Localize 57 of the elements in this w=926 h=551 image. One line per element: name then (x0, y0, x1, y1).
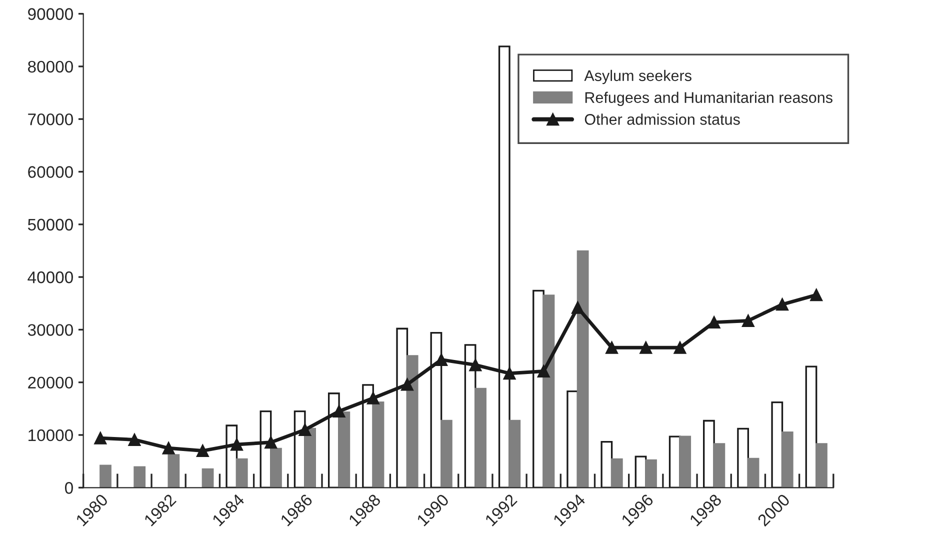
point (469, 358, 482, 372)
point (776, 298, 789, 311)
point (503, 367, 516, 380)
bar (679, 436, 692, 488)
legend-label: Asylum seekers (584, 70, 692, 84)
point (128, 433, 141, 446)
bar (781, 432, 794, 488)
y-tick-label: 70000 (28, 113, 73, 126)
point (742, 314, 754, 327)
point (366, 392, 380, 404)
y-tick-label: 0 (65, 482, 73, 494)
point (298, 423, 312, 436)
point (571, 301, 584, 314)
bar (168, 454, 180, 488)
y-tick-label: 10000 (28, 429, 73, 442)
legend-label: Other admission status (584, 114, 740, 125)
point (230, 438, 244, 451)
point (708, 316, 720, 329)
point (640, 341, 652, 354)
bar (508, 420, 521, 488)
bar (747, 458, 760, 488)
bar (304, 428, 316, 488)
legend-label: Refugees and Humanitarian reasons (585, 92, 832, 106)
bar (474, 388, 486, 488)
bar (406, 355, 418, 488)
bar (816, 443, 828, 488)
bar (372, 402, 384, 488)
bar (270, 448, 282, 488)
bar (610, 458, 623, 488)
y-tick-label: 20000 (28, 376, 73, 389)
bar (713, 443, 726, 488)
y-tick-label: 90000 (28, 8, 73, 20)
y-tick-label: 40000 (28, 271, 73, 284)
point (674, 341, 686, 354)
point (94, 432, 107, 444)
y-tick-label: 60000 (28, 166, 73, 178)
point (332, 405, 346, 418)
y-tick-label: 50000 (28, 218, 73, 231)
point (537, 365, 550, 378)
point (810, 288, 823, 302)
bar (202, 468, 214, 488)
y-tick-label: 80000 (28, 60, 73, 73)
point (435, 353, 448, 366)
point (606, 341, 618, 354)
bar (542, 294, 555, 488)
bar (576, 250, 589, 488)
bar (134, 466, 146, 488)
point (162, 442, 175, 454)
bar (236, 458, 248, 488)
bar (338, 412, 350, 488)
y-tick-label: 30000 (28, 324, 73, 336)
point (400, 378, 414, 391)
bar (100, 464, 112, 488)
point (196, 444, 209, 458)
bar (440, 420, 452, 488)
bar (645, 459, 657, 488)
point (264, 436, 278, 449)
